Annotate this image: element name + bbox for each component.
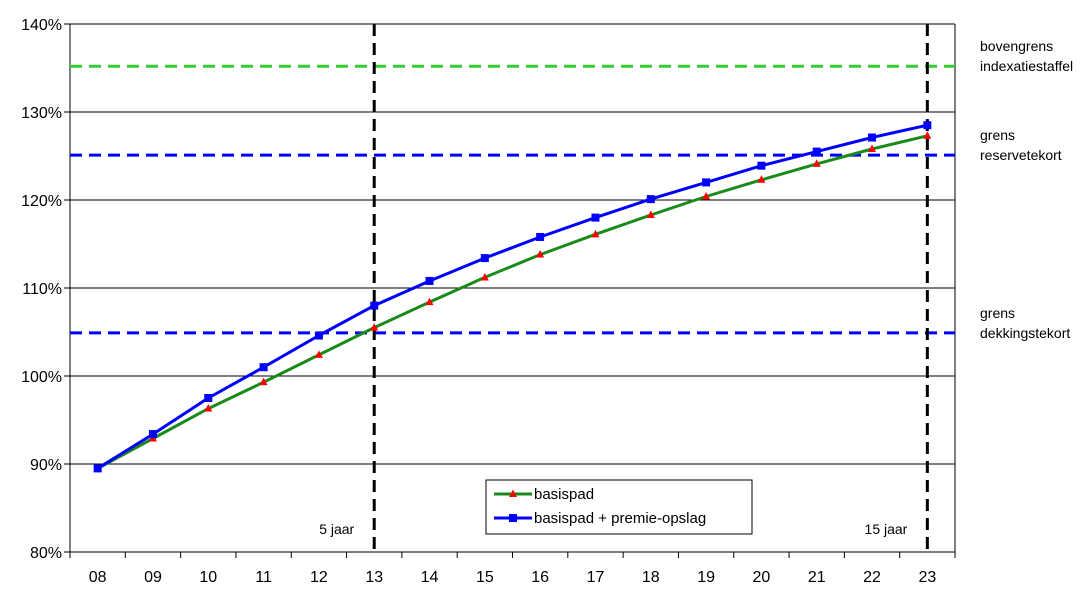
data-point [812,159,821,167]
y-tick-label: 110% [22,281,62,298]
data-point [314,331,323,340]
legend-label: basispad + premie-opslag [534,510,706,527]
x-tick-label: 08 [89,569,107,586]
vertical-marker-label: 5 jaar [319,521,354,537]
x-tick-label: 22 [863,569,881,586]
data-point [204,394,213,402]
data-point [204,404,213,412]
data-point [536,232,545,241]
data-point [702,178,711,187]
y-tick-label: 80% [30,545,62,562]
y-tick-label: 120% [21,193,62,210]
data-point [591,229,600,238]
vertical-marker-label: 15 jaar [865,521,908,537]
x-tick-label: 18 [642,569,660,586]
data-point [812,147,821,156]
reference-line-label: reservetekort [980,147,1062,163]
y-tick-label: 100% [21,369,62,386]
x-tick-label: 09 [144,569,162,586]
data-point [370,323,379,331]
x-tick-label: 14 [421,569,439,586]
data-point [923,131,932,139]
reference-line-label: bovengrens [980,38,1053,54]
data-point [702,191,711,200]
data-point [370,301,379,310]
legend-label: basispad [534,486,594,503]
reference-line-label: grens [980,127,1015,143]
legend-swatch-marker [509,514,517,522]
legend-swatch-marker [509,489,517,497]
data-point [93,464,102,473]
reference-line-label: grens [980,305,1015,321]
legend-box [485,479,753,535]
reference-line-label: indexatiestaffel [980,58,1073,74]
data-point [148,430,157,439]
data-point [757,175,766,183]
data-point [259,363,268,372]
x-tick-label: 17 [587,569,605,586]
data-point [591,213,600,222]
x-tick-label: 11 [255,569,272,586]
x-tick-label: 15 [476,569,494,586]
data-point [646,210,655,218]
data-point [425,297,434,306]
x-tick-label: 20 [753,569,771,586]
series-line [96,134,928,470]
x-tick-label: 19 [697,569,715,586]
data-point [868,144,877,152]
x-tick-label: 13 [365,569,383,586]
data-point [536,250,545,258]
data-point [923,121,932,130]
data-point [259,377,268,386]
reference-line-label: dekkingstekort [980,325,1070,341]
data-point [480,272,489,281]
x-tick-label: 10 [199,569,217,586]
data-point [314,350,323,358]
x-tick-label: 16 [531,569,549,586]
y-tick-label: 130% [21,105,62,122]
series-line [96,123,928,470]
y-tick-label: 140% [21,17,62,34]
x-tick-label: 23 [918,569,936,586]
data-point [868,133,877,142]
x-tick-label: 21 [808,569,826,586]
data-point [757,161,766,170]
data-point [425,276,434,285]
data-point [480,254,489,263]
y-tick-label: 90% [30,457,62,474]
x-tick-label: 12 [310,569,328,586]
data-point [646,195,655,204]
